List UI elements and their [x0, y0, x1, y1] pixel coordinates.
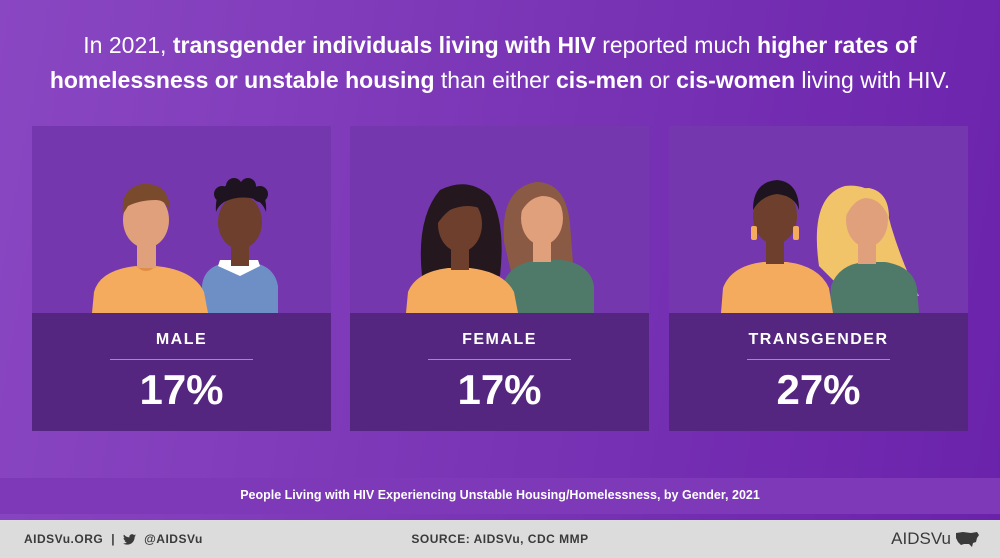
- chart-caption: People Living with HIV Experiencing Unst…: [240, 488, 760, 502]
- two-transgender-people-icon: [721, 180, 919, 313]
- headline-text-4: or: [642, 67, 677, 93]
- two-women-icon: [406, 182, 594, 313]
- site-link[interactable]: AIDSVu.ORG: [24, 532, 104, 546]
- headline-text-2: reported much: [595, 32, 757, 58]
- divider: [428, 359, 571, 360]
- divider: [110, 359, 253, 360]
- card-male-panel: MALE 17%: [32, 313, 331, 431]
- headline-text-1: In 2021,: [83, 32, 173, 58]
- headline-text-3: than either: [434, 67, 556, 93]
- headline-bold-1: transgender individuals living with HIV: [172, 32, 596, 58]
- headline-bold-4: cis-women: [676, 67, 796, 93]
- card-female-panel: FEMALE 17%: [350, 313, 649, 431]
- card-label: TRANSGENDER: [748, 331, 889, 348]
- headline-text-5: living with HIV.: [795, 67, 951, 93]
- headline-bold-2: higher rates of homelessness or unstable…: [49, 32, 917, 93]
- footer-left: AIDSVu.ORG | @AIDSVu: [24, 532, 203, 546]
- headline: In 2021, transgender individuals living …: [40, 28, 960, 98]
- us-map-icon: [956, 532, 979, 547]
- card-label: FEMALE: [462, 331, 537, 348]
- footer-separator: |: [111, 532, 116, 546]
- card-male: MALE 17%: [32, 126, 331, 431]
- card-female: FEMALE 17%: [350, 126, 649, 431]
- card-value: 17%: [139, 366, 224, 413]
- headline-bold-3: cis-men: [556, 67, 643, 93]
- card-transgender: TRANSGENDER 27%: [669, 126, 968, 431]
- divider: [747, 359, 890, 360]
- chart-caption-bar: People Living with HIV Experiencing Unst…: [0, 478, 1000, 514]
- card-label: MALE: [155, 331, 208, 348]
- twitter-bird-icon: [123, 533, 137, 545]
- brand-logo[interactable]: AIDSVu: [891, 529, 980, 549]
- footer: AIDSVu.ORG | @AIDSVu SOURCE: AIDSVu, CDC…: [0, 520, 1000, 558]
- card-value: 17%: [457, 366, 542, 413]
- twitter-handle-link[interactable]: @AIDSVu: [144, 532, 203, 546]
- two-men-icon: [92, 178, 278, 313]
- brand-text: AIDSVu: [891, 529, 951, 548]
- card-value: 27%: [776, 366, 861, 413]
- card-transgender-panel: TRANSGENDER 27%: [669, 313, 968, 431]
